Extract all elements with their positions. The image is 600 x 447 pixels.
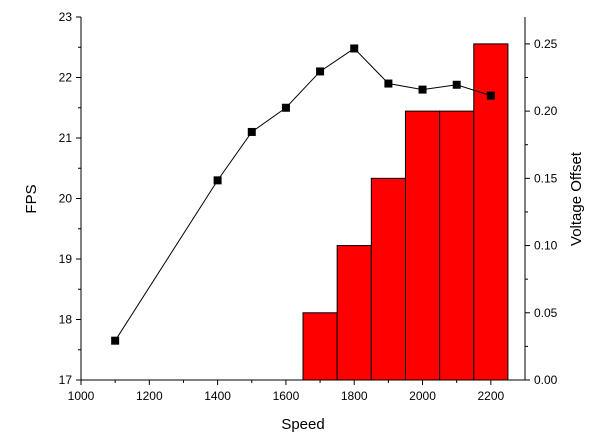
y-right-tick-label: 0.20: [534, 104, 558, 118]
y-left-tick-label: 20: [59, 192, 73, 206]
fps-marker: [418, 85, 427, 94]
x-tick-label: 1000: [68, 389, 95, 403]
y-left-tick-label: 21: [59, 131, 73, 145]
right-axis-title: Voltage Offset: [568, 151, 585, 246]
bar: [473, 43, 509, 381]
fps-marker: [213, 176, 222, 185]
bar: [302, 312, 338, 381]
y-right-tick-label: 0.15: [534, 171, 558, 185]
x-tick-label: 1600: [273, 389, 300, 403]
left-axis-title: FPS: [23, 184, 40, 213]
y-left-tick-label: 22: [59, 71, 73, 85]
x-tick-label: 1800: [341, 389, 368, 403]
fps-marker: [486, 91, 495, 100]
y-right-tick-label: 0.10: [534, 239, 558, 253]
x-tick-label: 2200: [477, 389, 504, 403]
bar: [404, 110, 441, 381]
bar: [336, 245, 372, 381]
bars-layer: [302, 43, 509, 381]
y-left-tick-label: 23: [59, 10, 73, 24]
line-layer: [111, 44, 495, 345]
fps-marker: [316, 67, 325, 76]
y-left-tick-label: 18: [59, 313, 73, 327]
fps-marker: [281, 103, 290, 112]
x-tick-label: 2000: [409, 389, 436, 403]
x-tick-label: 1200: [136, 389, 163, 403]
fps-marker: [350, 44, 359, 53]
bar: [439, 110, 475, 381]
fps-marker: [247, 127, 256, 136]
x-axis-title: Speed: [281, 416, 324, 433]
y-right-tick-label: 0.05: [534, 306, 558, 320]
y-left-tick-label: 17: [59, 373, 73, 387]
fps-marker: [384, 79, 393, 88]
ticks-layer: 1000 1200 1400 1600 1800 2000 2200 17 18 19 20 21 22…: [59, 10, 558, 403]
x-tick-label: 1400: [204, 389, 231, 403]
fps-marker: [452, 80, 461, 89]
fps-marker: [111, 336, 120, 345]
bar: [370, 177, 406, 381]
y-left-tick-label: 19: [59, 252, 73, 266]
fps-line: [114, 47, 491, 341]
y-right-tick-label: 0.00: [534, 373, 558, 387]
y-right-tick-label: 0.25: [534, 37, 558, 51]
